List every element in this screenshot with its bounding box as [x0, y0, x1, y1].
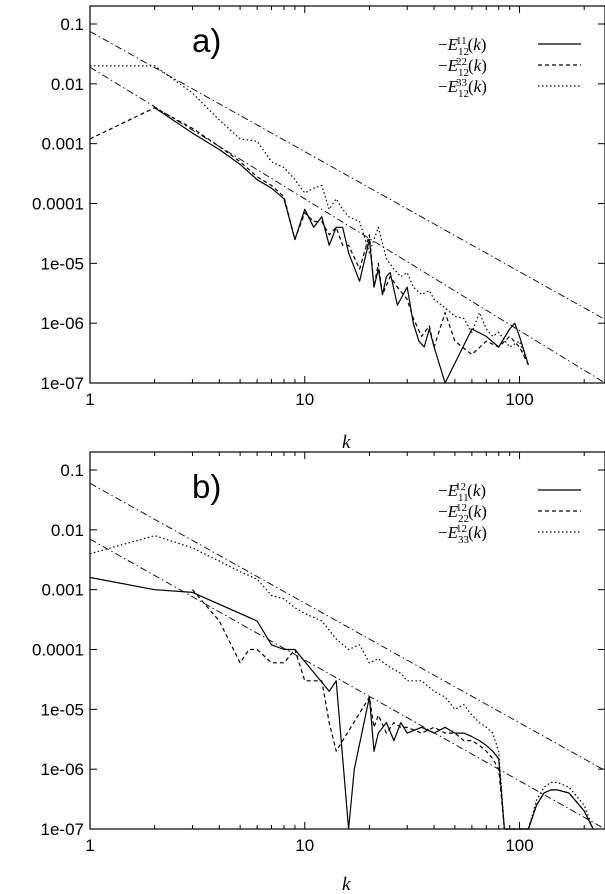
y-tick-label: 0.0001 — [32, 195, 84, 214]
y-tick-label: 1e-06 — [41, 760, 84, 779]
x-tick-labels-b: 1 10 100 — [85, 836, 533, 855]
gridlines-b — [89, 452, 605, 830]
legend-entry-b-3: −E3312(k) — [438, 523, 487, 546]
y-tick-label: 0.001 — [41, 581, 84, 600]
y-tick-labels-b: 0.1 0.01 0.001 0.0001 1e-05 1e-06 1e-07 — [32, 461, 84, 839]
panel-a: 0.1 0.01 0.001 0.0001 1e-05 1e-06 1e-07 1 10 100… — [32, 5, 605, 453]
x-tick-label: 10 — [295, 836, 314, 855]
x-axis-label-b: k — [342, 874, 351, 894]
series-line-1 — [89, 576, 594, 830]
y-tick-labels-a: 0.1 0.01 0.001 0.0001 1e-05 1e-06 1e-07 — [32, 15, 84, 393]
reference-line — [89, 538, 605, 830]
panel-b: 0.1 0.01 0.001 0.0001 1e-05 1e-06 1e-07 1 10 100… — [32, 451, 605, 894]
x-tick-label: 100 — [505, 390, 533, 409]
x-tick-label: 10 — [295, 390, 314, 409]
legend-entry-b-1: −E1112(k) — [438, 481, 486, 504]
y-tick-label: 1e-07 — [41, 374, 84, 393]
y-tick-label: 0.0001 — [32, 641, 84, 660]
x-axis-label-a: k — [342, 432, 351, 453]
gridlines-a — [89, 6, 605, 384]
y-tick-label: 0.1 — [60, 15, 84, 34]
legend-entry-a-3: −E1233(k) — [438, 77, 487, 100]
y-tick-label: 0.01 — [51, 75, 84, 94]
plot-frame-a — [89, 5, 605, 384]
legend-a: −E1211(k) −E1222(k) −E1233(k) — [438, 35, 581, 100]
reference-lines-a — [89, 31, 605, 384]
reference-line — [89, 66, 605, 384]
legend-b: −E1112(k) −E2212(k) −E3312(k) — [438, 481, 581, 546]
x-tick-label: 100 — [505, 836, 533, 855]
reference-line — [89, 482, 605, 771]
y-tick-label: 1e-07 — [41, 820, 84, 839]
y-tick-label: 1e-06 — [41, 314, 84, 333]
x-tick-label: 1 — [85, 390, 94, 409]
plot-frame-b — [89, 451, 605, 830]
series-line-2 — [89, 107, 529, 366]
series-line-3 — [90, 65, 529, 366]
legend-entry-a-2: −E1222(k) — [438, 56, 487, 79]
reference-line — [89, 31, 605, 320]
panel-label-b: b) — [192, 468, 221, 505]
series-a — [89, 65, 529, 384]
series-line-3 — [89, 534, 594, 830]
x-tick-label: 1 — [85, 836, 94, 855]
y-tick-label: 0.001 — [41, 135, 84, 154]
legend-entry-a-1: −E1211(k) — [438, 35, 486, 58]
series-line-2 — [192, 589, 594, 830]
legend-entry-b-2: −E2212(k) — [438, 502, 487, 525]
y-tick-label: 1e-05 — [41, 700, 84, 719]
x-tick-labels-a: 1 10 100 — [85, 390, 533, 409]
y-tick-label: 0.01 — [51, 521, 84, 540]
y-tick-label: 1e-05 — [41, 254, 84, 273]
panel-label-a: a) — [192, 22, 221, 59]
series-b — [89, 534, 594, 830]
y-tick-label: 0.1 — [60, 461, 84, 480]
reference-lines-b — [89, 482, 605, 830]
